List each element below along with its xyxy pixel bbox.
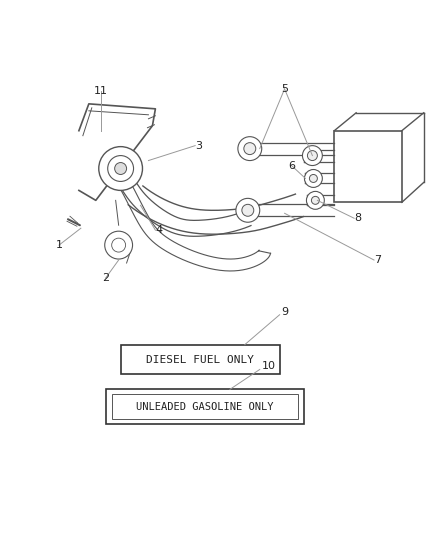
Text: 10: 10 xyxy=(262,361,276,372)
Circle shape xyxy=(303,146,322,166)
Circle shape xyxy=(236,198,260,222)
Circle shape xyxy=(105,231,133,259)
Circle shape xyxy=(238,136,262,160)
Circle shape xyxy=(99,147,142,190)
Circle shape xyxy=(309,174,318,182)
Bar xyxy=(334,131,402,203)
Polygon shape xyxy=(79,104,155,200)
Text: 2: 2 xyxy=(102,273,110,283)
Text: 8: 8 xyxy=(354,213,361,223)
Text: 7: 7 xyxy=(374,255,381,265)
Text: 11: 11 xyxy=(94,86,108,96)
Bar xyxy=(112,394,298,419)
Circle shape xyxy=(112,238,126,252)
Text: 4: 4 xyxy=(155,225,162,235)
Text: 1: 1 xyxy=(56,240,63,250)
Circle shape xyxy=(108,156,134,181)
Circle shape xyxy=(244,143,256,155)
Bar xyxy=(120,345,279,375)
Text: DIESEL FUEL ONLY: DIESEL FUEL ONLY xyxy=(146,354,254,365)
Text: 5: 5 xyxy=(281,84,288,94)
Text: 6: 6 xyxy=(288,160,295,171)
Circle shape xyxy=(304,169,322,188)
Circle shape xyxy=(115,163,127,174)
Text: 9: 9 xyxy=(282,307,289,317)
Circle shape xyxy=(307,191,324,209)
Bar xyxy=(106,389,304,424)
Circle shape xyxy=(242,204,254,216)
Circle shape xyxy=(311,196,319,204)
Text: UNLEADED GASOLINE ONLY: UNLEADED GASOLINE ONLY xyxy=(136,402,274,412)
Circle shape xyxy=(307,151,318,160)
Text: 3: 3 xyxy=(195,141,202,151)
